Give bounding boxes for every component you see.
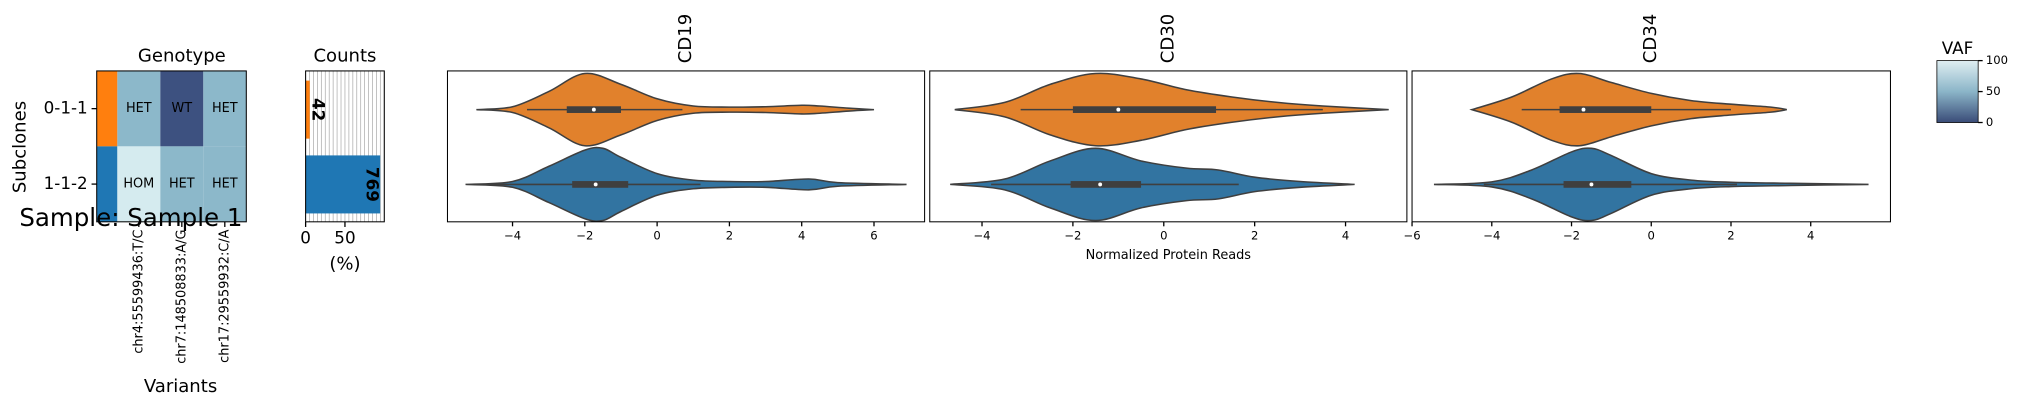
median bbox=[1116, 107, 1121, 112]
x-tick-label: 0 bbox=[653, 228, 660, 242]
y-tick-label: 50 bbox=[1986, 84, 2001, 98]
x-tick-label: 4 bbox=[798, 228, 805, 242]
median bbox=[1098, 182, 1103, 187]
y-tick-label: 100 bbox=[1986, 53, 2008, 67]
chart-title: CD34 bbox=[1640, 14, 1661, 63]
count-label: 42 bbox=[308, 98, 328, 121]
x-axis-label: (%) bbox=[329, 253, 360, 274]
x-tick-label: 4 bbox=[1807, 228, 1814, 242]
x-tick-label: 0 bbox=[1648, 228, 1655, 242]
cell bbox=[203, 70, 247, 147]
x-tick-label: 2 bbox=[726, 228, 733, 242]
box bbox=[1070, 181, 1142, 188]
box bbox=[1072, 106, 1217, 113]
median bbox=[591, 107, 596, 112]
bar bbox=[305, 155, 381, 214]
x-tick-label: −4 bbox=[1483, 228, 1500, 242]
x-tick-label: −4 bbox=[973, 228, 990, 242]
chart-title: Counts bbox=[313, 46, 376, 67]
chart-title: CD19 bbox=[675, 14, 696, 63]
x-tick-label: −6 bbox=[1404, 228, 1421, 242]
frame bbox=[446, 70, 926, 223]
bar bbox=[305, 80, 310, 139]
annotation: Sample: Sample 1 bbox=[19, 203, 242, 232]
cell bbox=[117, 70, 161, 147]
cell-label: HET bbox=[212, 101, 238, 116]
box bbox=[1559, 106, 1652, 113]
x-tick-label: −2 bbox=[576, 228, 593, 242]
cell-label: WT bbox=[172, 101, 193, 116]
y-axis-label: Subclones bbox=[10, 101, 31, 193]
chart-title: CD30 bbox=[1157, 14, 1178, 63]
cell bbox=[117, 146, 161, 222]
cell bbox=[203, 146, 247, 222]
x-tick-label: 6 bbox=[870, 228, 877, 242]
median bbox=[593, 182, 598, 187]
x-tick-label: chr7:148508833:A/G bbox=[174, 230, 189, 364]
cell bbox=[160, 70, 204, 147]
x-tick-label: chr4:55599436:T/C bbox=[131, 230, 146, 354]
y-tick-label: 0 bbox=[1986, 115, 1993, 129]
x-tick-label: 4 bbox=[1342, 228, 1349, 242]
chart-title: Genotype bbox=[138, 46, 226, 67]
x-tick-label: 50 bbox=[334, 228, 355, 248]
x-tick-label: 0 bbox=[300, 228, 311, 248]
row-color bbox=[96, 70, 118, 147]
box bbox=[1563, 181, 1632, 188]
frame bbox=[96, 70, 247, 223]
row-color bbox=[96, 146, 118, 222]
x-axis-label: Normalized Protein Reads bbox=[1086, 248, 1252, 263]
x-tick-label: 2 bbox=[1251, 228, 1258, 242]
cell-label: HOM bbox=[123, 177, 154, 192]
cell-label: HET bbox=[212, 177, 238, 192]
colorbar-title: VAF bbox=[1942, 38, 1973, 58]
x-tick-label: −2 bbox=[1563, 228, 1580, 242]
cell bbox=[160, 146, 204, 222]
x-tick-label: −4 bbox=[504, 228, 521, 242]
x-tick-label: 0 bbox=[1160, 228, 1167, 242]
cell-label: HET bbox=[169, 177, 195, 192]
y-tick-label: 0-1-1 bbox=[44, 98, 88, 118]
count-label: 769 bbox=[362, 167, 382, 202]
x-tick-label: 2 bbox=[1727, 228, 1734, 242]
cell-label: HET bbox=[126, 101, 152, 116]
frame bbox=[929, 70, 1408, 223]
colorbar bbox=[1936, 60, 1979, 123]
median bbox=[1589, 182, 1594, 187]
y-tick-label: 1-1-2 bbox=[44, 173, 88, 193]
x-axis-label: Variants bbox=[144, 376, 217, 397]
x-tick-label: chr17:29559932:C/A bbox=[217, 229, 232, 362]
median bbox=[1581, 107, 1586, 112]
x-tick-label: −2 bbox=[1064, 228, 1081, 242]
box bbox=[572, 181, 629, 188]
